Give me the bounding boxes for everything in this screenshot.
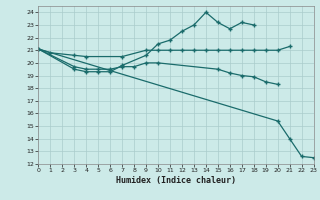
X-axis label: Humidex (Indice chaleur): Humidex (Indice chaleur) [116, 176, 236, 185]
